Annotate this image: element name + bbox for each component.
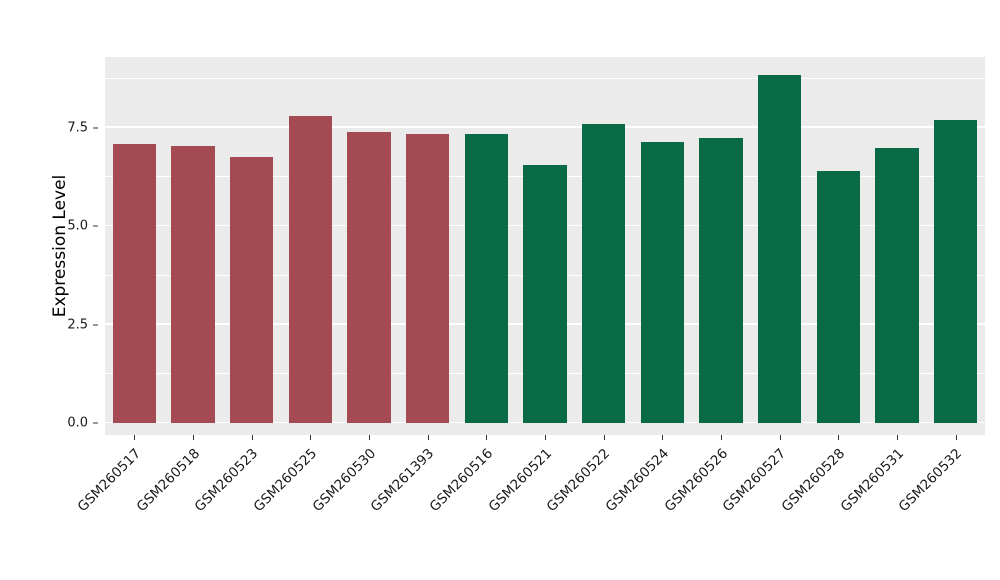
x-axis-ticks: GSM260517 GSM260518 GSM260523 GSM260525 GSM2… [75, 435, 985, 580]
y-axis-ticks: 0.0 2.5 5.0 7.5 [0, 57, 100, 435]
x-tick-mark [134, 435, 136, 440]
x-tick-mark [310, 435, 312, 440]
gridline-major [105, 126, 985, 128]
x-tick-mark [897, 435, 898, 440]
bar-GSM260527 [757, 74, 802, 424]
x-tick-mark [603, 435, 605, 440]
y-tick-label: 5.0 [67, 218, 88, 234]
bar-GSM260530 [347, 131, 391, 424]
y-tick-label: 7.5 [67, 120, 88, 136]
bar-GSM260528 [816, 171, 861, 424]
y-tick-label: 0.0 [67, 415, 88, 431]
bar-GSM261393 [405, 133, 450, 424]
y-tick-label: 2.5 [67, 317, 88, 333]
gridline-minor [105, 77, 985, 79]
x-tick-mark [486, 435, 488, 440]
x-tick-mark [779, 435, 781, 440]
x-tick-mark [545, 435, 546, 440]
x-tick-mark [662, 435, 664, 440]
y-tick-mark [93, 422, 98, 424]
x-tick-mark [427, 435, 429, 440]
bar-GSM260531 [875, 147, 919, 424]
bar-GSM260523 [229, 157, 274, 424]
bar-GSM260516 [464, 133, 509, 424]
y-tick-mark [93, 225, 98, 227]
plot-panel [105, 57, 985, 435]
x-tick-label: GSM260532 [896, 445, 966, 516]
bar-GSM260522 [581, 123, 626, 424]
x-tick-mark [251, 435, 253, 440]
bar-GSM260526 [699, 137, 743, 424]
x-tick-mark [955, 435, 957, 440]
bar-GSM260524 [640, 141, 685, 424]
bar-GSM260518 [171, 145, 215, 424]
y-tick-mark [93, 324, 98, 326]
bar-GSM260525 [288, 116, 333, 424]
x-tick-mark [193, 435, 194, 440]
bar-GSM260517 [112, 143, 157, 424]
x-tick-mark [721, 435, 722, 440]
x-tick-mark [369, 435, 370, 440]
y-tick-mark [93, 127, 98, 129]
bar-GSM260521 [523, 165, 567, 424]
x-tick-mark [838, 435, 840, 440]
bar-GSM260532 [933, 120, 978, 424]
